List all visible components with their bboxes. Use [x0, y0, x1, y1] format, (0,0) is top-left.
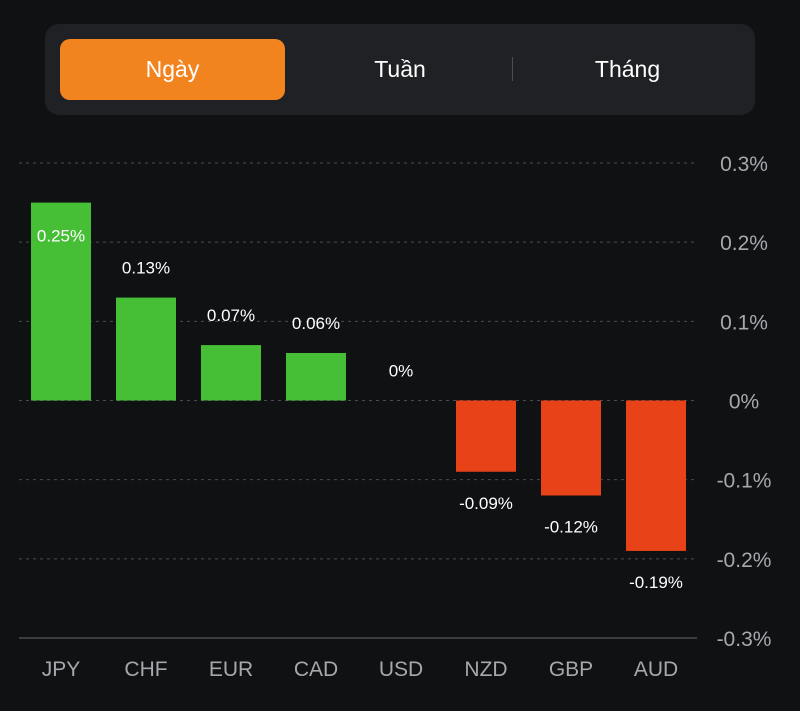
bar — [456, 400, 516, 472]
x-tick-label: CAD — [294, 658, 338, 681]
x-tick-label: GBP — [549, 658, 593, 681]
tab-divider — [512, 57, 513, 81]
y-tick-label: -0.2% — [717, 549, 772, 572]
bar — [201, 345, 261, 401]
bar — [116, 297, 176, 401]
bar — [541, 400, 601, 496]
bar-value-label: 0% — [389, 362, 414, 381]
y-tick-label: 0.1% — [720, 311, 768, 334]
y-tick-label: 0% — [729, 391, 759, 414]
x-tick-label: CHF — [124, 658, 167, 681]
x-tick-label: JPY — [42, 658, 81, 681]
bar-value-label: -0.19% — [629, 573, 683, 592]
bar — [286, 353, 346, 401]
tab-week[interactable]: Tuần — [374, 56, 426, 82]
y-tick-label: -0.3% — [717, 628, 772, 651]
x-tick-label: NZD — [464, 658, 507, 681]
bar-value-label: 0.25% — [37, 227, 85, 246]
y-tick-label: 0.3% — [720, 153, 768, 176]
bar-value-label: 0.13% — [122, 259, 170, 278]
bar — [31, 202, 91, 401]
x-tick-label: USD — [379, 658, 423, 681]
bar-value-label: -0.12% — [544, 518, 598, 537]
bar — [626, 400, 686, 551]
tab-month[interactable]: Tháng — [594, 56, 661, 82]
tab-day[interactable]: Ngày — [60, 39, 285, 100]
bar-value-label: -0.09% — [459, 494, 513, 513]
x-tick-label: EUR — [209, 658, 253, 681]
y-tick-label: -0.1% — [717, 470, 772, 493]
bar-value-label: 0.07% — [207, 306, 255, 325]
x-tick-label: AUD — [634, 658, 678, 681]
y-tick-label: 0.2% — [720, 232, 768, 255]
bar-value-label: 0.06% — [292, 314, 340, 333]
period-selector: Ngày Tuần Tháng — [45, 24, 755, 115]
